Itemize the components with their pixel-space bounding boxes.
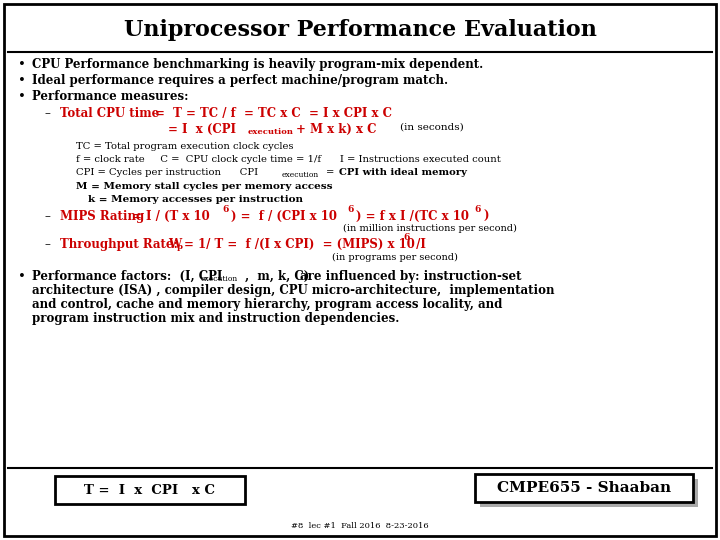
Text: architecture (ISA) , compiler design, CPU micro-architecture,  implementation: architecture (ISA) , compiler design, CP…	[32, 284, 554, 297]
Text: execution: execution	[248, 128, 294, 136]
Text: CMPE655 - Shaaban: CMPE655 - Shaaban	[497, 481, 671, 495]
Text: CPU Performance benchmarking is heavily program-mix dependent.: CPU Performance benchmarking is heavily …	[32, 58, 483, 71]
Text: =  T = TC / f  = TC x C  = I x CPI x C: = T = TC / f = TC x C = I x CPI x C	[155, 107, 392, 120]
Bar	[480, 479, 698, 507]
Text: Performance factors:  (I, CPI: Performance factors: (I, CPI	[32, 270, 222, 283]
Text: 6: 6	[222, 205, 228, 214]
Text: •: •	[18, 58, 26, 71]
Text: CPI with ideal memory: CPI with ideal memory	[339, 168, 467, 177]
Text: 6: 6	[403, 233, 410, 242]
Text: M = Memory stall cycles per memory access: M = Memory stall cycles per memory acces…	[76, 182, 333, 191]
Text: MIPS Rating: MIPS Rating	[60, 210, 144, 223]
Bar	[475, 474, 693, 502]
Text: Uniprocessor Performance Evaluation: Uniprocessor Performance Evaluation	[124, 19, 596, 41]
Text: TC = Total program execution clock cycles: TC = Total program execution clock cycle…	[76, 142, 294, 151]
Text: Performance measures:: Performance measures:	[32, 90, 189, 103]
Text: = I / (T x 10: = I / (T x 10	[132, 210, 210, 223]
Text: ,  m, k, C): , m, k, C)	[245, 270, 310, 283]
Text: k = Memory accesses per instruction: k = Memory accesses per instruction	[88, 195, 303, 204]
Text: •: •	[18, 90, 26, 103]
Text: #8  lec #1  Fall 2016  8-23-2016: #8 lec #1 Fall 2016 8-23-2016	[291, 522, 429, 530]
Text: Throughput Rate:: Throughput Rate:	[60, 238, 178, 251]
Text: execution: execution	[282, 171, 319, 179]
Text: p: p	[177, 243, 183, 251]
Text: ) =  f / (CPI x 10: ) = f / (CPI x 10	[231, 210, 337, 223]
Text: program instruction mix and instruction dependencies.: program instruction mix and instruction …	[32, 312, 400, 325]
Text: + M x k) x C: + M x k) x C	[296, 123, 377, 136]
Text: (in million instructions per second): (in million instructions per second)	[343, 224, 517, 233]
Text: –: –	[44, 238, 50, 251]
Text: •: •	[18, 270, 26, 283]
Text: execution: execution	[201, 275, 238, 283]
Text: f = clock rate     C =  CPU clock cycle time = 1/f      I = Instructions execute: f = clock rate C = CPU clock cycle time …	[76, 155, 500, 164]
Text: T =  I  x  CPI   x C: T = I x CPI x C	[84, 483, 215, 496]
Text: 6: 6	[474, 205, 480, 214]
Text: (in programs per second): (in programs per second)	[332, 253, 458, 262]
Text: and control, cache and memory hierarchy, program access locality, and: and control, cache and memory hierarchy,…	[32, 298, 503, 311]
Text: =: =	[326, 168, 341, 177]
Text: •: •	[18, 74, 26, 87]
Text: –: –	[44, 210, 50, 223]
Text: (in seconds): (in seconds)	[400, 123, 464, 132]
Text: ) = f x I /(TC x 10: ) = f x I /(TC x 10	[356, 210, 469, 223]
Text: /I: /I	[412, 238, 426, 251]
Text: 6: 6	[347, 205, 354, 214]
Text: Total CPU time: Total CPU time	[60, 107, 159, 120]
Text: CPI = Cycles per instruction      CPI: CPI = Cycles per instruction CPI	[76, 168, 258, 177]
Text: ): )	[483, 210, 488, 223]
Text: = I  x (CPI: = I x (CPI	[168, 123, 236, 136]
Text: W: W	[168, 238, 181, 251]
Text: –: –	[44, 107, 50, 120]
Text: = 1/ T =  f /(I x CPI)  = (MIPS) x 10: = 1/ T = f /(I x CPI) = (MIPS) x 10	[184, 238, 415, 251]
Bar	[55, 476, 245, 504]
Text: are influenced by: instruction-set: are influenced by: instruction-set	[300, 270, 521, 283]
Text: Ideal performance requires a perfect machine/program match.: Ideal performance requires a perfect mac…	[32, 74, 448, 87]
